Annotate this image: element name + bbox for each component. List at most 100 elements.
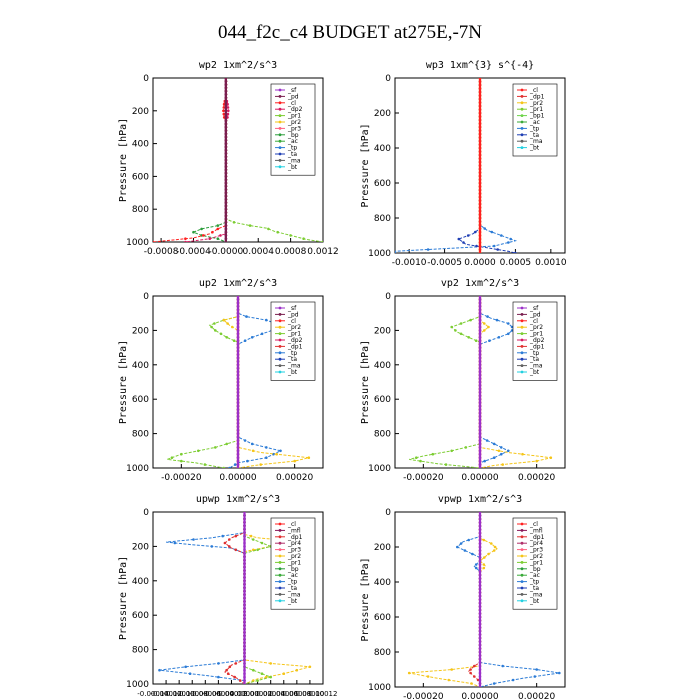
data-point bbox=[478, 415, 482, 418]
data-point bbox=[260, 541, 264, 545]
legend-marker bbox=[278, 126, 282, 130]
data-point bbox=[228, 538, 231, 541]
legend-marker bbox=[278, 364, 282, 367]
data-point bbox=[233, 463, 237, 466]
data-point bbox=[535, 459, 538, 463]
y-tick-label: 0 bbox=[385, 292, 391, 302]
legend-marker bbox=[278, 338, 282, 342]
legend-marker bbox=[278, 573, 282, 577]
legend-label: _pr3 bbox=[529, 547, 543, 554]
data-point bbox=[478, 556, 482, 559]
panel-title: vp2 1xm^2/s^3 bbox=[441, 278, 519, 289]
data-point bbox=[478, 626, 482, 629]
data-point bbox=[243, 589, 246, 593]
data-point bbox=[456, 545, 459, 549]
data-point bbox=[426, 675, 430, 678]
legend-marker bbox=[520, 567, 524, 571]
data-point bbox=[501, 664, 505, 668]
data-point bbox=[469, 671, 472, 675]
legend-label: _pr2 bbox=[529, 100, 543, 107]
data-point bbox=[236, 415, 240, 418]
data-point bbox=[478, 425, 482, 429]
data-point bbox=[243, 576, 246, 579]
data-point bbox=[236, 459, 240, 463]
legend-marker bbox=[278, 319, 282, 323]
data-point bbox=[478, 643, 482, 647]
data-point bbox=[478, 439, 482, 442]
data-point bbox=[197, 449, 200, 453]
data-point bbox=[224, 237, 228, 240]
data-point bbox=[265, 675, 268, 679]
data-point bbox=[501, 463, 505, 466]
series-line_tp bbox=[479, 296, 515, 468]
data-point bbox=[236, 442, 240, 446]
data-point bbox=[485, 439, 489, 442]
legend-marker bbox=[278, 351, 282, 355]
y-axis-label: Pressure [hPa] bbox=[360, 123, 371, 207]
data-point bbox=[478, 322, 482, 325]
data-point bbox=[243, 552, 246, 555]
y-tick-label: 1000 bbox=[126, 680, 149, 690]
data-point bbox=[507, 332, 510, 336]
x-tick-label: 0.0010 bbox=[535, 258, 567, 268]
data-point bbox=[478, 83, 482, 87]
data-point bbox=[224, 234, 228, 237]
data-point bbox=[243, 541, 246, 545]
legend-marker bbox=[278, 567, 282, 571]
data-point bbox=[243, 527, 246, 531]
data-point bbox=[478, 442, 482, 446]
data-point bbox=[243, 613, 246, 617]
data-point bbox=[478, 139, 482, 143]
data-point bbox=[478, 143, 482, 146]
data-point bbox=[216, 224, 220, 227]
data-point bbox=[496, 248, 500, 251]
data-point bbox=[478, 244, 482, 248]
data-point bbox=[224, 132, 228, 136]
data-point bbox=[236, 428, 240, 432]
data-point bbox=[224, 171, 228, 175]
legend-label: _pr2 bbox=[287, 324, 301, 331]
plot-frame bbox=[152, 77, 324, 243]
data-point bbox=[478, 373, 482, 377]
data-point bbox=[236, 425, 240, 429]
data-point bbox=[243, 627, 246, 631]
data-point bbox=[478, 94, 482, 97]
x-tick-label: 0.00012 bbox=[309, 690, 338, 698]
data-point bbox=[478, 668, 482, 671]
data-point bbox=[236, 380, 240, 384]
data-point bbox=[473, 664, 476, 668]
data-point bbox=[478, 136, 482, 139]
legend-label: _cl bbox=[529, 521, 538, 528]
data-point bbox=[224, 86, 228, 90]
data-point bbox=[395, 251, 397, 253]
legend-marker bbox=[520, 101, 524, 105]
data-point bbox=[478, 514, 482, 517]
legend-label: _ma bbox=[529, 591, 543, 598]
data-point bbox=[184, 240, 187, 242]
data-point bbox=[459, 542, 463, 545]
data-point bbox=[474, 339, 478, 343]
data-point bbox=[243, 534, 246, 538]
data-point bbox=[243, 672, 246, 675]
data-point bbox=[243, 548, 246, 552]
data-point bbox=[224, 109, 228, 113]
data-point bbox=[236, 305, 240, 308]
data-point bbox=[478, 213, 482, 216]
data-point bbox=[478, 349, 482, 353]
data-point bbox=[224, 194, 228, 198]
data-point bbox=[219, 234, 222, 237]
data-point bbox=[251, 449, 255, 453]
data-point bbox=[243, 596, 246, 600]
panel-title: up2 1xm^2/s^3 bbox=[199, 278, 277, 289]
legend-label: _cl bbox=[529, 87, 538, 94]
data-point bbox=[478, 591, 482, 594]
data-point bbox=[224, 224, 228, 227]
data-point bbox=[224, 211, 228, 214]
data-point bbox=[236, 318, 240, 322]
data-point bbox=[225, 442, 228, 446]
legend-label: _dp1 bbox=[529, 534, 545, 541]
data-point bbox=[243, 512, 246, 514]
legend-marker bbox=[278, 370, 282, 374]
x-tick-label: -0.00012 bbox=[150, 690, 181, 698]
data-point bbox=[236, 360, 240, 363]
